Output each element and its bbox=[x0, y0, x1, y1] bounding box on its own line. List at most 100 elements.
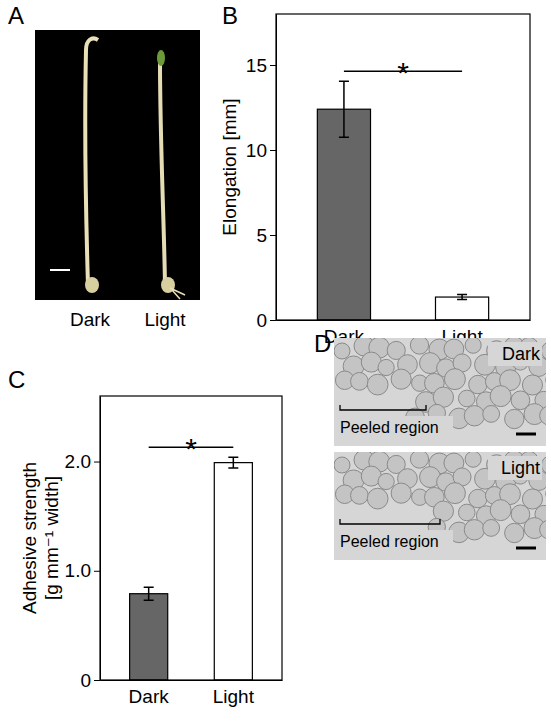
bar-chart: 051015DarkLight*Elongation [mm] bbox=[219, 14, 531, 347]
cell bbox=[410, 338, 428, 354]
y-axis: 0 1.0 2.0 bbox=[65, 397, 101, 691]
y-tick: 5 bbox=[256, 225, 276, 246]
cell bbox=[458, 390, 475, 407]
seedling-stem bbox=[160, 62, 165, 285]
y-tick-label: 15 bbox=[246, 55, 267, 76]
y-tick-mark bbox=[94, 680, 100, 681]
y-axis-line bbox=[100, 397, 101, 681]
cell bbox=[465, 338, 481, 353]
scale-bar bbox=[516, 547, 536, 550]
y-tick-label: 0 bbox=[80, 670, 91, 691]
cell bbox=[546, 372, 547, 388]
cell bbox=[540, 406, 546, 425]
panel-letter: A bbox=[8, 2, 24, 29]
micrograph-label: Dark bbox=[502, 344, 541, 364]
scale-bar bbox=[516, 433, 536, 436]
y-tick-mark bbox=[94, 462, 100, 463]
plot-frame bbox=[100, 396, 282, 680]
cell bbox=[490, 386, 511, 407]
bar bbox=[317, 109, 370, 320]
cell bbox=[458, 504, 475, 521]
y-tick-mark bbox=[270, 320, 276, 321]
cell bbox=[444, 483, 465, 504]
bracket bbox=[340, 405, 426, 410]
cell bbox=[483, 406, 500, 423]
photo-panel: Dark Light bbox=[35, 30, 200, 330]
y-axis-title: Elongation [mm] bbox=[219, 98, 240, 235]
y-tick: 15 bbox=[246, 55, 276, 76]
figure: ABCDDarkLight051015DarkLight*Elongation … bbox=[0, 0, 551, 724]
seedling-seed bbox=[85, 277, 99, 293]
cell bbox=[490, 500, 511, 521]
y-axis: 051015 bbox=[246, 15, 277, 331]
cell bbox=[378, 473, 394, 489]
y-axis-line bbox=[276, 15, 277, 321]
y-tick: 1.0 bbox=[65, 560, 100, 581]
micrograph-background bbox=[334, 452, 546, 560]
y-tick: 2.0 bbox=[65, 451, 100, 472]
significance-label: * bbox=[185, 432, 197, 465]
cell bbox=[505, 409, 524, 428]
cell bbox=[464, 406, 484, 426]
cell-layer bbox=[334, 452, 546, 543]
cell bbox=[483, 520, 500, 537]
cell-layer bbox=[334, 338, 546, 429]
micrograph-annotation: Peeled region bbox=[340, 419, 439, 436]
y-tick-label: 1.0 bbox=[65, 560, 91, 581]
y-tick-mark bbox=[94, 571, 100, 572]
bracket bbox=[340, 519, 440, 524]
bar bbox=[214, 463, 252, 680]
panel-letter: C bbox=[8, 366, 25, 393]
y-tick-label: 0 bbox=[256, 310, 267, 331]
y-tick: 0 bbox=[80, 670, 100, 691]
y-tick: 0 bbox=[256, 310, 276, 331]
micrograph: Dark Peeled region bbox=[334, 336, 551, 446]
cell bbox=[540, 520, 546, 539]
y-axis-title: [g mm⁻¹ width] bbox=[41, 476, 62, 600]
cell bbox=[367, 374, 388, 395]
micrograph-annotation: Peeled region bbox=[340, 533, 439, 550]
label-patch bbox=[488, 456, 542, 480]
error-bar bbox=[228, 457, 238, 468]
x-axis: Dark Light bbox=[101, 680, 283, 707]
micrograph-background bbox=[334, 338, 546, 446]
x-tick-label: Light bbox=[213, 686, 255, 707]
x-axis-line bbox=[101, 680, 283, 681]
seedling-root bbox=[170, 288, 185, 299]
cell bbox=[378, 359, 394, 375]
micrograph: Light Peeled region bbox=[334, 450, 551, 560]
bar-chart: 01.02.0DarkLight*Adhesive strength[g mm⁻… bbox=[19, 396, 283, 707]
error-bar bbox=[144, 587, 154, 600]
x-axis-line bbox=[277, 320, 531, 321]
x-tick: Light bbox=[213, 680, 255, 707]
label-patch bbox=[337, 416, 453, 438]
cell bbox=[351, 372, 369, 390]
cell bbox=[465, 452, 481, 467]
bar bbox=[130, 594, 168, 680]
label-patch bbox=[488, 342, 542, 366]
y-tick-label: 2.0 bbox=[65, 451, 91, 472]
scale-bar bbox=[50, 269, 70, 271]
photo-label: Light bbox=[144, 309, 186, 330]
label-patch bbox=[337, 530, 453, 552]
x-tick: Dark bbox=[129, 680, 170, 707]
cell bbox=[546, 486, 547, 502]
cell bbox=[334, 343, 350, 359]
cell bbox=[505, 523, 524, 542]
micrograph-label: Light bbox=[501, 458, 540, 478]
cell bbox=[391, 483, 411, 503]
plot-frame bbox=[276, 14, 530, 320]
bar bbox=[435, 297, 488, 320]
y-tick-mark bbox=[270, 150, 276, 151]
y-tick-mark bbox=[270, 65, 276, 66]
cell bbox=[410, 452, 428, 468]
y-tick-mark bbox=[270, 235, 276, 236]
photo-label: Dark bbox=[70, 309, 111, 330]
y-tick-label: 5 bbox=[256, 225, 267, 246]
cell bbox=[367, 488, 388, 509]
x-tick-label: Dark bbox=[129, 686, 170, 707]
significance-label: * bbox=[397, 56, 409, 89]
plot-area bbox=[130, 457, 253, 680]
plot-area bbox=[317, 81, 488, 320]
error-bar bbox=[339, 81, 349, 137]
